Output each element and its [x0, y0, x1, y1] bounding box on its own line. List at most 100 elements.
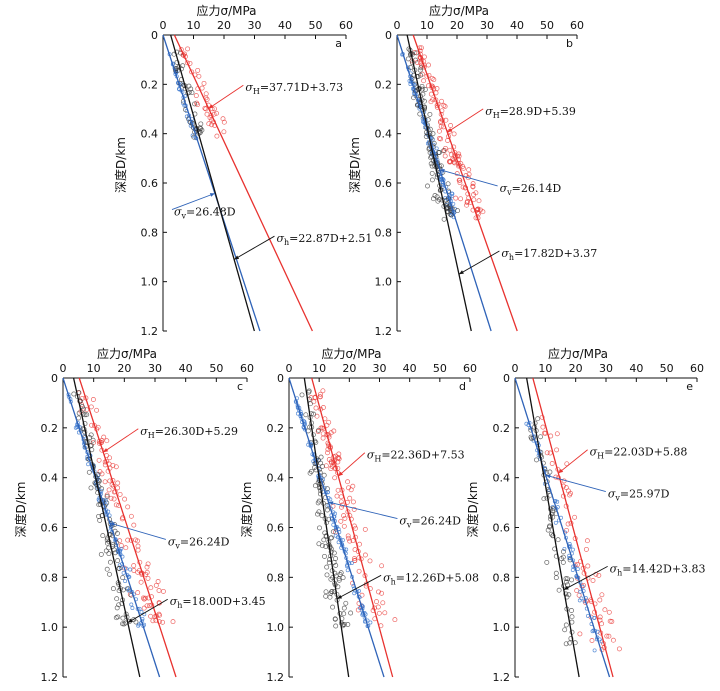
data-point: [81, 406, 87, 412]
data-point: [346, 485, 351, 491]
data-point: [125, 586, 131, 592]
data-point: [107, 455, 113, 461]
data-point: [174, 59, 180, 65]
fit-label-v: σv=26.24D: [168, 535, 230, 550]
data-point: [450, 191, 455, 196]
fit-line-H: [532, 377, 614, 678]
data-point: [595, 629, 600, 634]
data-point: [441, 216, 447, 222]
data-point: [368, 620, 373, 625]
arrowhead-v: [439, 169, 445, 173]
data-point: [199, 85, 205, 91]
y-tick-label: 1.2: [267, 671, 285, 684]
data-point: [103, 548, 109, 554]
panel-letter: a: [335, 37, 342, 50]
data-point: [120, 621, 125, 627]
data-point: [413, 57, 418, 63]
data-point: [430, 196, 436, 202]
x-tick-label: 0: [60, 362, 67, 375]
data-point: [376, 610, 382, 616]
fit-line-v: [396, 34, 492, 332]
arrowhead-v: [109, 522, 115, 527]
data-point: [107, 571, 112, 577]
data-point: [104, 566, 110, 572]
x-axis-title: 应力σ/MPa: [321, 346, 381, 361]
data-point: [565, 521, 571, 527]
x-tick-label: 50: [309, 19, 323, 32]
fit-line-H: [78, 377, 177, 678]
data-point: [332, 616, 338, 622]
data-point: [560, 559, 566, 565]
data-point: [185, 46, 191, 52]
data-point: [204, 111, 210, 117]
data-point: [341, 523, 347, 529]
data-point: [566, 592, 572, 598]
data-point: [170, 619, 176, 625]
data-point: [212, 106, 217, 112]
data-point: [470, 181, 476, 187]
data-point: [95, 472, 101, 477]
data-point: [578, 589, 583, 594]
data-point: [597, 614, 603, 620]
data-point: [115, 480, 121, 486]
data-point: [104, 540, 110, 546]
data-point: [436, 128, 442, 134]
panel-letter: c: [237, 380, 243, 393]
data-point: [114, 596, 120, 602]
data-point: [145, 561, 151, 567]
fit-line-h: [72, 377, 141, 678]
data-point: [434, 146, 439, 151]
data-point: [584, 538, 590, 544]
chart-panel-c: 0 10 20 30 40 50 60 0 0.2 0.4 0.6 0.8 1.0 1.2 应力σ/MPa 深…: [13, 346, 266, 684]
data-point: [320, 388, 326, 394]
data-point: [554, 447, 560, 453]
data-point: [221, 119, 227, 125]
data-point: [475, 206, 481, 212]
data-point: [338, 499, 344, 505]
leader-arrow-v: [109, 522, 167, 540]
data-point: [356, 568, 362, 574]
data-point: [125, 537, 131, 543]
fit-line-h: [170, 34, 255, 332]
data-point: [144, 603, 150, 609]
data-point: [123, 545, 129, 551]
x-tick-label: 50: [660, 362, 674, 375]
data-point: [538, 434, 543, 440]
data-point: [324, 507, 330, 513]
data-point: [442, 103, 448, 109]
data-point: [428, 161, 434, 167]
data-point: [71, 391, 77, 397]
x-tick-label: 60: [240, 362, 254, 375]
data-point: [326, 419, 332, 425]
data-point: [324, 486, 330, 492]
data-point: [457, 180, 463, 186]
fit-label-h: σh=12.26D+5.08: [383, 571, 479, 586]
data-point: [104, 438, 110, 444]
data-point: [315, 500, 321, 506]
data-point: [115, 485, 121, 491]
data-point: [106, 545, 112, 551]
data-point: [86, 462, 91, 467]
data-point: [139, 610, 144, 614]
data-point: [106, 487, 112, 493]
data-point: [106, 551, 112, 557]
data-point: [131, 522, 137, 528]
fit-label-v: σv=26.48D: [174, 206, 236, 221]
panel-letter: b: [566, 37, 573, 50]
data-point: [574, 588, 580, 594]
fit-line-H: [173, 34, 313, 332]
data-point: [555, 537, 561, 543]
data-point: [577, 631, 583, 637]
data-point: [606, 609, 612, 615]
data-point: [473, 190, 479, 196]
x-tick-label: 20: [342, 362, 356, 375]
data-point: [347, 495, 353, 501]
data-point: [113, 464, 119, 470]
data-point: [102, 479, 108, 485]
data-point: [135, 569, 141, 575]
fit-label-h: σh=18.00D+3.45: [170, 595, 266, 610]
data-point: [196, 73, 202, 79]
data-point: [325, 450, 330, 456]
data-point: [108, 495, 114, 501]
data-point: [331, 428, 337, 434]
